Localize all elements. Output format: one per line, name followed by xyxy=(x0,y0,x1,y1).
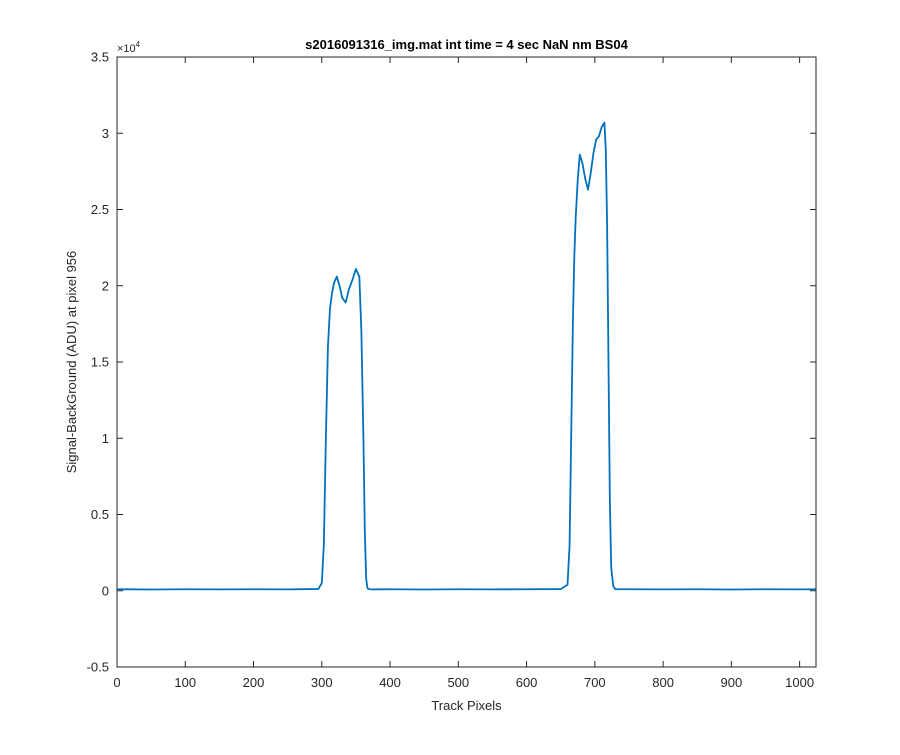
x-tick-label: 200 xyxy=(243,675,265,690)
series-layer xyxy=(116,121,817,591)
y-tick-label: 0.5 xyxy=(91,507,109,522)
x-tick-label: 300 xyxy=(311,675,333,690)
y-axis-exponent: ×104 xyxy=(117,40,141,55)
y-exponent-base: ×10 xyxy=(117,43,136,55)
x-tick-label: 1000 xyxy=(785,675,814,690)
y-tick-label: 3.5 xyxy=(91,50,109,65)
plot-area xyxy=(117,57,816,667)
x-tick-label: 100 xyxy=(174,675,196,690)
y-tick-label: 3 xyxy=(102,126,109,141)
x-axis-label: Track Pixels xyxy=(431,698,502,713)
y-tick-label: 2 xyxy=(102,278,109,293)
y-axis-label: Signal-BackGround (ADU) at pixel 956 xyxy=(64,251,79,474)
tick-marks xyxy=(116,56,816,668)
x-tick-label: 800 xyxy=(652,675,674,690)
x-tick-label: 0 xyxy=(113,675,120,690)
x-tick-label: 700 xyxy=(584,675,606,690)
y-tick-label: 2.5 xyxy=(91,202,109,217)
y-tick-label: 1.5 xyxy=(91,355,109,370)
x-tick-label: 500 xyxy=(447,675,469,690)
x-tick-label: 900 xyxy=(721,675,743,690)
series-line xyxy=(116,121,817,591)
y-tick-label: 1 xyxy=(102,431,109,446)
x-tick-label: 600 xyxy=(516,675,538,690)
chart-title: s2016091316_img.mat int time = 4 sec NaN… xyxy=(305,37,628,52)
axes-box xyxy=(116,56,817,668)
y-tick-label: -0.5 xyxy=(87,660,109,675)
y-tick-label: 0 xyxy=(102,583,109,598)
y-exponent-power: 4 xyxy=(136,40,141,49)
x-tick-label: 400 xyxy=(379,675,401,690)
tick-labels: 0 100 200 300 400 500 600 700 800 900 1000 -0.5 0 0.5… xyxy=(87,50,814,691)
